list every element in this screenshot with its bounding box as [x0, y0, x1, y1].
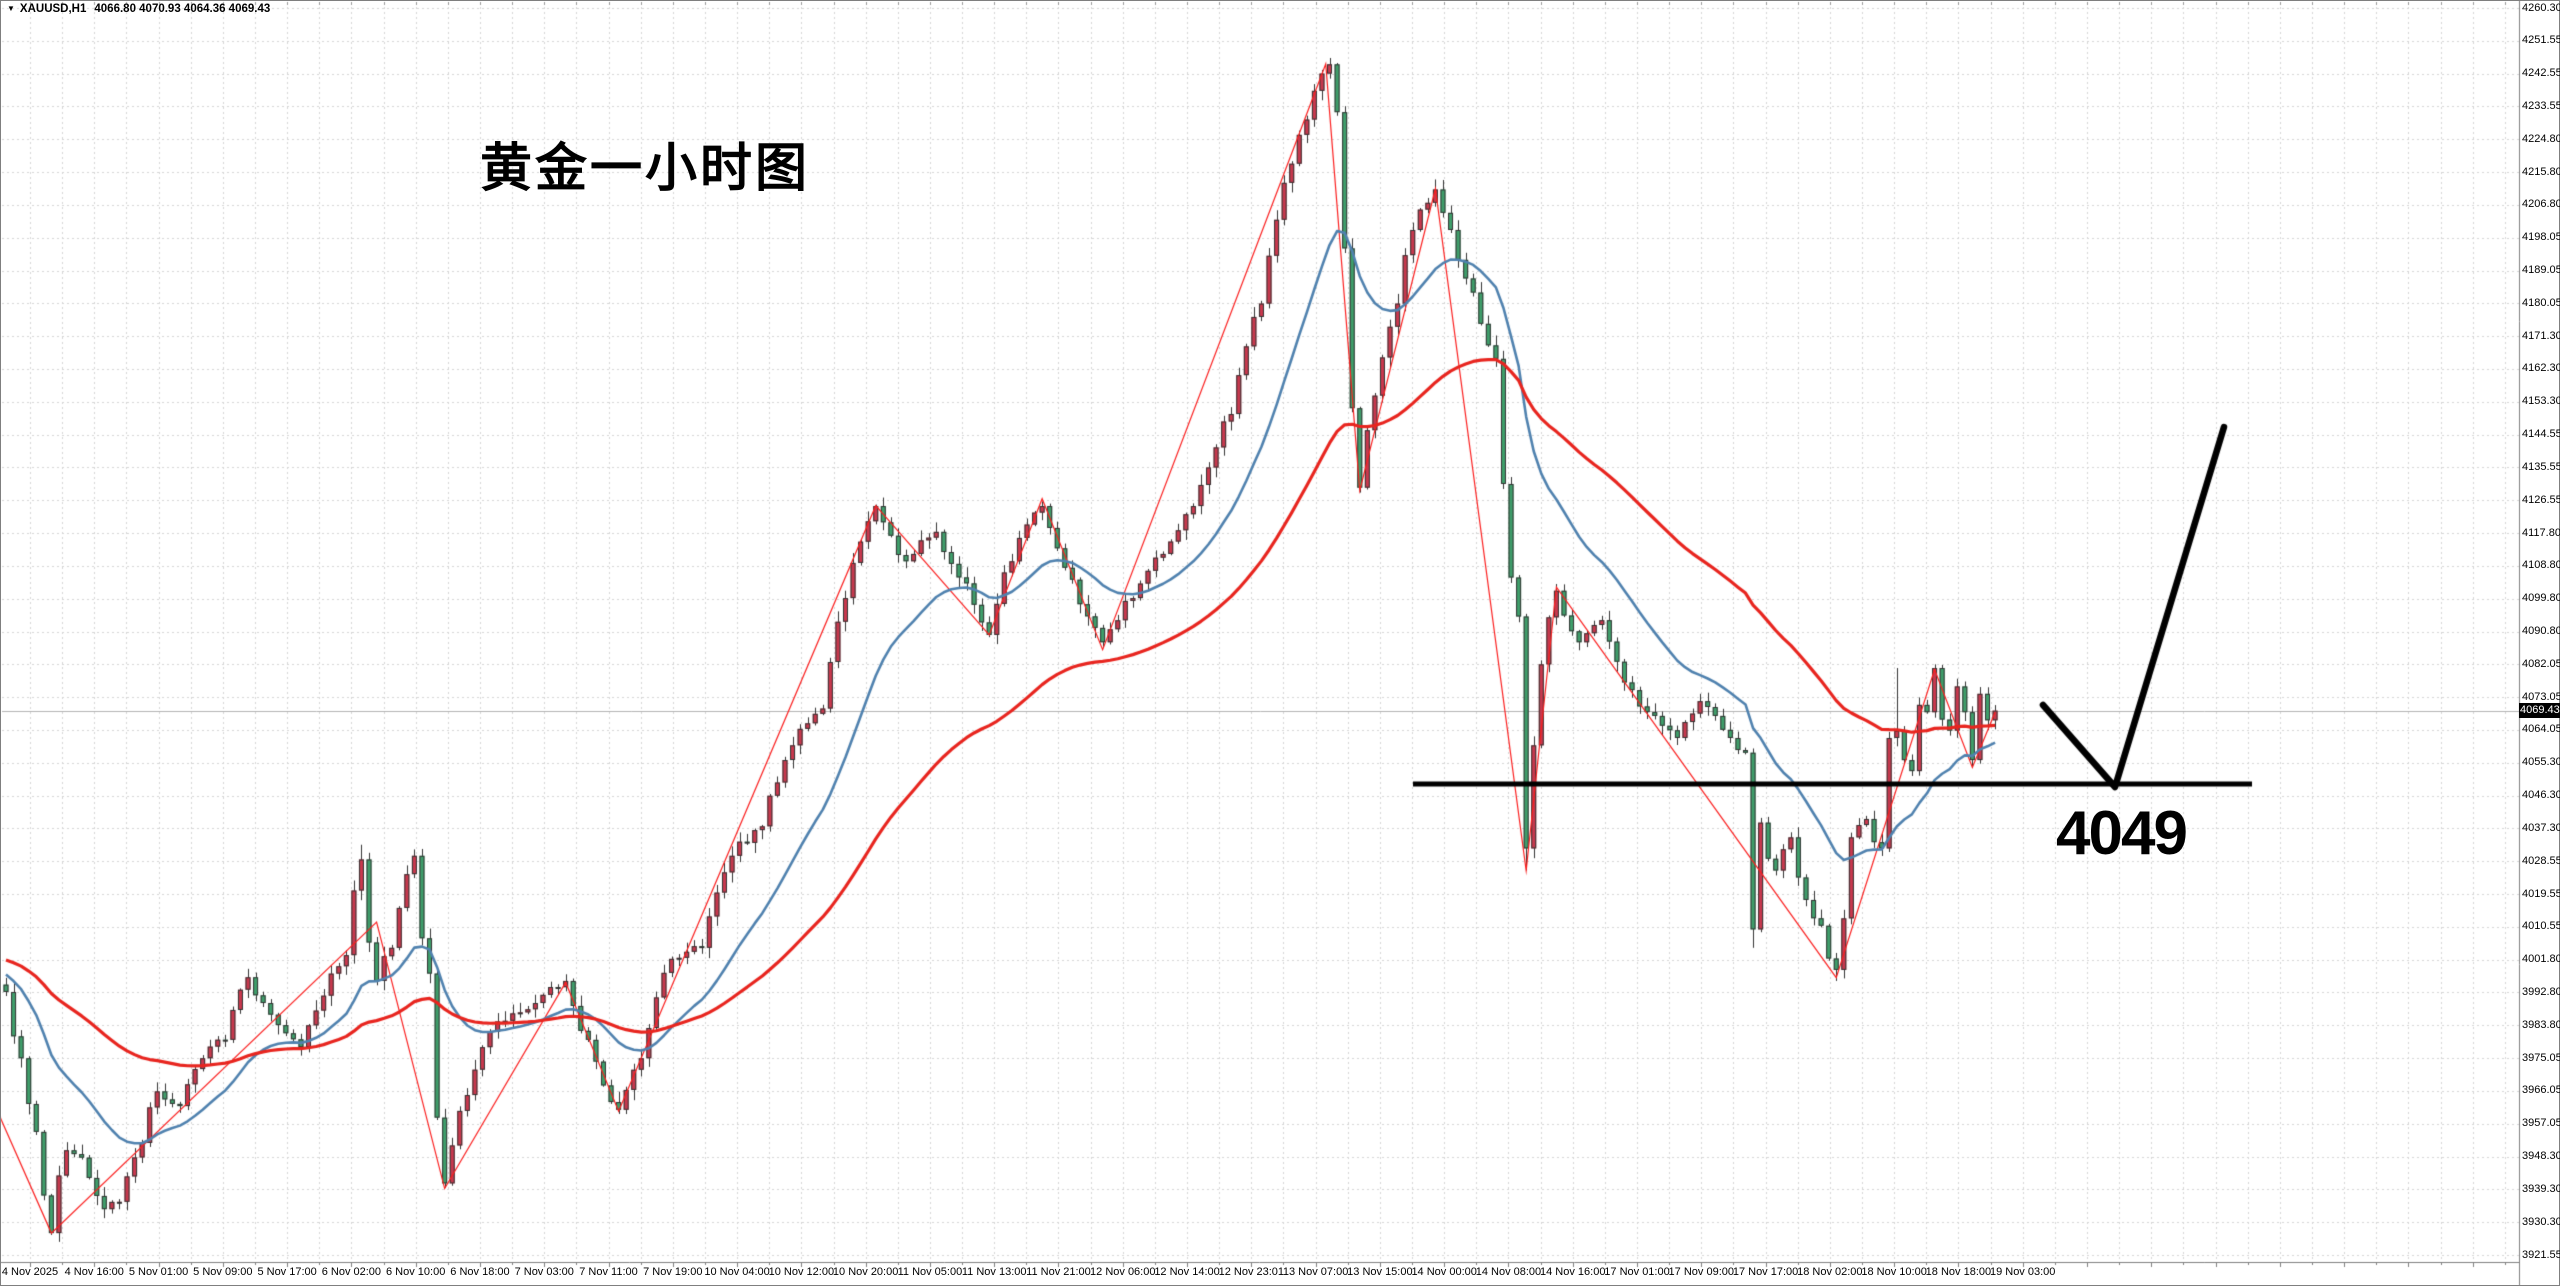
time-axis-label[interactable]: 5 Nov 01:00	[128, 1266, 189, 1278]
time-axis-label[interactable]: 19 Nov 03:00	[1989, 1266, 2056, 1278]
time-axis-label[interactable]: 17 Nov 01:00	[1604, 1266, 1670, 1278]
price-axis-label[interactable]: 3975.05	[2522, 1051, 2560, 1064]
price-axis-label[interactable]: 4251.55	[2522, 34, 2560, 47]
time-axis-label[interactable]: 12 Nov 06:00	[1090, 1266, 1156, 1278]
price-axis-label[interactable]: 4153.30	[2522, 395, 2560, 408]
time-axis-label[interactable]: 14 Nov 00:00	[1411, 1266, 1477, 1278]
price-axis-label[interactable]: 4064.05	[2522, 723, 2560, 736]
time-axis-label[interactable]: 6 Nov 02:00	[321, 1266, 382, 1278]
time-axis-label[interactable]: 5 Nov 09:00	[193, 1266, 253, 1278]
time-axis-label[interactable]: 12 Nov 14:00	[1154, 1266, 1220, 1278]
price-axis-label[interactable]: 4108.80	[2522, 559, 2560, 572]
price-axis-label[interactable]: 3966.05	[2522, 1084, 2560, 1097]
time-axis-label[interactable]: 6 Nov 10:00	[386, 1266, 446, 1278]
price-axis-label[interactable]: 4206.80	[2522, 198, 2560, 211]
price-axis-label[interactable]: 3939.30	[2522, 1182, 2560, 1195]
price-axis-label[interactable]: 4082.05	[2522, 657, 2560, 670]
time-axis-label[interactable]: 17 Nov 09:00	[1668, 1266, 1734, 1278]
time-axis-label[interactable]: 18 Nov 10:00	[1861, 1266, 1927, 1278]
price-axis-label[interactable]: 4260.30	[2522, 1, 2560, 14]
current-price-tag: 4069.43	[2519, 703, 2560, 718]
price-axis-label[interactable]: 4028.55	[2522, 854, 2560, 867]
price-axis-label[interactable]: 4001.80	[2522, 953, 2560, 966]
price-axis-label[interactable]: 4135.55	[2522, 460, 2560, 473]
price-axis-label[interactable]: 3930.30	[2522, 1215, 2560, 1228]
time-axis-label[interactable]: 18 Nov 02:00	[1797, 1266, 1863, 1278]
time-axis-label[interactable]: 13 Nov 07:00	[1282, 1266, 1349, 1278]
price-axis-label[interactable]: 4090.80	[2522, 625, 2560, 637]
time-axis-label[interactable]: 11 Nov 13:00	[961, 1266, 1027, 1278]
price-axis-label[interactable]: 4126.55	[2522, 493, 2560, 506]
time-axis-label[interactable]: 13 Nov 15:00	[1347, 1266, 1413, 1278]
time-axis-label[interactable]: 18 Nov 18:00	[1925, 1266, 1992, 1278]
time-axis-label[interactable]: 4 Nov 16:00	[64, 1266, 124, 1278]
time-axis-label[interactable]: 14 Nov 08:00	[1475, 1266, 1542, 1278]
time-axis-label[interactable]: 14 Nov 16:00	[1540, 1266, 1606, 1278]
price-axis-label[interactable]: 3948.30	[2522, 1150, 2560, 1163]
price-axis-label[interactable]: 4224.80	[2522, 132, 2560, 145]
price-axis-label[interactable]: 4019.55	[2522, 887, 2560, 900]
time-axis-label[interactable]: 10 Nov 12:00	[768, 1266, 835, 1278]
time-axis-label[interactable]: 7 Nov 19:00	[643, 1266, 703, 1278]
price-axis-label[interactable]: 4171.30	[2522, 329, 2560, 342]
time-axis-label[interactable]: 6 Nov 18:00	[450, 1266, 510, 1278]
symbol-name: XAUUSD,H1	[19, 3, 87, 15]
price-axis-label[interactable]: 4055.30	[2522, 756, 2560, 769]
time-axis-label[interactable]: 12 Nov 23:01	[1218, 1266, 1285, 1278]
price-axis-label[interactable]: 4010.55	[2522, 920, 2560, 933]
support-level-label: 4049	[2056, 799, 2188, 868]
chart-title-annotation: 黄金一小时图	[480, 140, 811, 198]
symbol-info-bar[interactable]: ▼ XAUUSD,H1 4066.80 4070.93 4064.36 4069…	[7, 2, 270, 16]
price-axis-label[interactable]: 4215.80	[2522, 165, 2560, 178]
price-axis-label[interactable]: 4037.30	[2522, 821, 2560, 834]
symbol-ohlc-values: 4066.80 4070.93 4064.36 4069.43	[94, 3, 271, 15]
price-axis-label[interactable]: 4073.05	[2522, 690, 2560, 703]
price-axis-label[interactable]: 3921.55	[2522, 1248, 2560, 1261]
price-axis-label[interactable]: 4144.55	[2522, 428, 2560, 441]
time-axis-label[interactable]: 7 Nov 11:00	[579, 1266, 638, 1278]
price-axis-label[interactable]: 4117.80	[2522, 526, 2560, 539]
price-axis-label[interactable]: 4180.05	[2522, 296, 2560, 309]
time-axis-label[interactable]: 7 Nov 03:00	[514, 1266, 574, 1278]
price-axis-label[interactable]: 4242.55	[2522, 67, 2560, 80]
price-axis-label[interactable]: 4233.55	[2522, 99, 2560, 112]
price-axis-label[interactable]: 4046.30	[2522, 789, 2560, 802]
price-axis-label[interactable]: 4198.05	[2522, 231, 2560, 244]
time-axis-label[interactable]: 4 Nov 2025	[1, 1266, 59, 1278]
price-axis-label[interactable]: 3983.80	[2522, 1018, 2560, 1031]
symbol-dropdown-icon[interactable]: ▼	[7, 3, 15, 13]
price-axis-label[interactable]: 4162.30	[2522, 362, 2560, 375]
time-axis-label[interactable]: 17 Nov 17:00	[1732, 1266, 1799, 1278]
price-axis-label[interactable]: 4099.80	[2522, 592, 2560, 605]
time-axis-label[interactable]: 10 Nov 20:00	[832, 1266, 899, 1278]
time-axis-label[interactable]: 5 Nov 17:00	[257, 1266, 317, 1278]
time-axis-label[interactable]: 10 Nov 04:00	[704, 1266, 770, 1278]
price-axis-label[interactable]: 3957.05	[2522, 1117, 2560, 1130]
price-axis-label[interactable]: 3992.80	[2522, 985, 2560, 998]
time-axis-label[interactable]: 11 Nov 05:00	[897, 1266, 963, 1278]
time-axis-label[interactable]: 11 Nov 21:00	[1026, 1266, 1091, 1278]
price-axis-label[interactable]: 4189.05	[2522, 264, 2560, 277]
